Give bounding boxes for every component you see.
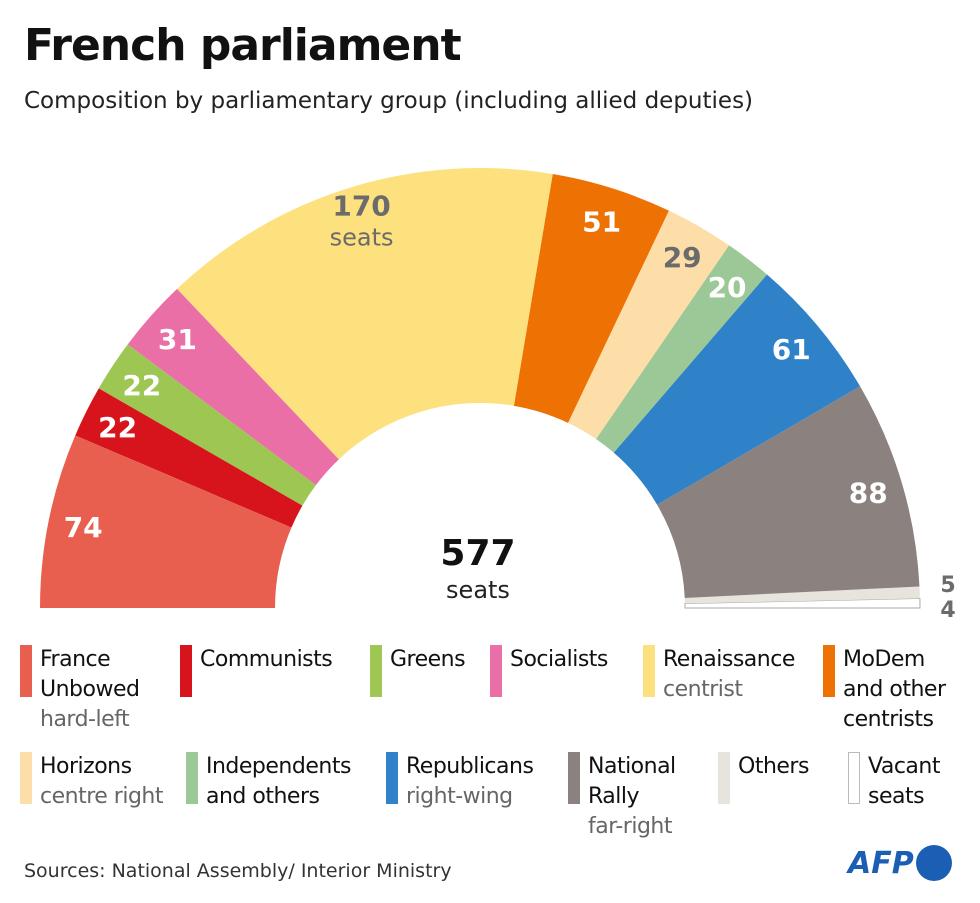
legend-label: France Unbowed <box>40 647 140 702</box>
segment-vacant-seats <box>684 597 921 609</box>
legend-item: National Rally far-right <box>568 752 678 842</box>
source-note: Sources: National Assembly/ Interior Min… <box>24 860 452 882</box>
legend-label: National Rally <box>588 754 676 809</box>
segment-socialists <box>127 288 339 486</box>
legend-swatch <box>20 752 32 804</box>
segment-renaissance <box>177 168 553 460</box>
legend-swatch <box>180 645 192 697</box>
total-seats-unit: seats <box>446 576 510 604</box>
data-label: 74 <box>64 511 103 544</box>
afp-logo-circle <box>915 845 952 881</box>
segment-others <box>684 586 920 604</box>
legend-label: Others <box>738 754 809 779</box>
chart-title: French parliament <box>24 20 462 71</box>
data-label: 51 <box>582 206 621 239</box>
segment-republicans <box>613 274 861 505</box>
legend-note: right-wing <box>406 784 513 809</box>
legend-swatch <box>643 645 655 697</box>
data-label: 4 <box>940 598 955 623</box>
segment-national-rally <box>657 386 920 598</box>
legend-label: Independents and others <box>206 754 351 809</box>
total-seats-value: 577 <box>440 533 515 574</box>
legend-note: far-right <box>588 814 673 839</box>
legend-label: Horizons <box>40 754 132 779</box>
legend-label: Greens <box>390 647 466 672</box>
legend-swatch <box>718 752 730 804</box>
data-label: 170 <box>332 190 390 223</box>
legend-item: Communists <box>180 645 333 697</box>
segment-independents-and-others <box>596 245 767 453</box>
legend-label: Communists <box>200 647 333 672</box>
legend-label: Socialists <box>510 647 608 672</box>
data-label: 88 <box>849 477 888 510</box>
legend-note: centrist <box>663 677 743 702</box>
data-label: 31 <box>158 323 197 356</box>
data-label: 20 <box>708 271 747 304</box>
legend-swatch <box>370 645 382 697</box>
legend-item: Others <box>718 752 809 804</box>
segment-communists <box>75 388 303 528</box>
legend-item: Republicans right-wing <box>386 752 534 812</box>
legend-item: France Unbowed hard-left <box>20 645 150 735</box>
data-label: 61 <box>772 333 811 366</box>
segment-france-unbowed <box>40 435 292 608</box>
legend-item: MoDem and other centrists <box>823 645 963 735</box>
legend-note: centre right <box>40 784 163 809</box>
legend-swatch <box>386 752 398 804</box>
legend-swatch <box>848 752 860 804</box>
segment-horizons <box>568 210 730 439</box>
legend-item: Socialists <box>490 645 608 697</box>
data-label: 22 <box>122 369 161 402</box>
legend-item: Horizons centre right <box>20 752 163 812</box>
legend-item: Independents and others <box>186 752 376 812</box>
legend-item: Vacant seats <box>848 752 958 812</box>
legend-swatch <box>823 645 835 697</box>
legend-label: Republicans <box>406 754 534 779</box>
legend-item: Greens <box>370 645 466 697</box>
afp-logo-text: AFP <box>848 845 914 881</box>
chart-subtitle: Composition by parliamentary group (incl… <box>24 88 754 114</box>
legend-swatch <box>490 645 502 697</box>
legend-swatch <box>20 645 32 697</box>
legend-swatch <box>186 752 198 804</box>
segment-modem-and-other-centrists <box>513 174 669 423</box>
data-label: 22 <box>98 411 137 444</box>
legend-label: Vacant seats <box>868 754 940 809</box>
legend-label: MoDem and other centrists <box>843 647 946 732</box>
legend-label: Renaissance <box>663 647 795 672</box>
segment-greens <box>98 344 316 506</box>
data-label: 29 <box>663 241 702 274</box>
data-label: 5 <box>940 573 955 598</box>
legend-item: Renaissance centrist <box>643 645 795 705</box>
data-label-unit: seats <box>330 224 394 252</box>
legend-note: hard-left <box>40 707 130 732</box>
legend-swatch <box>568 752 580 804</box>
afp-logo: AFP <box>848 845 952 881</box>
